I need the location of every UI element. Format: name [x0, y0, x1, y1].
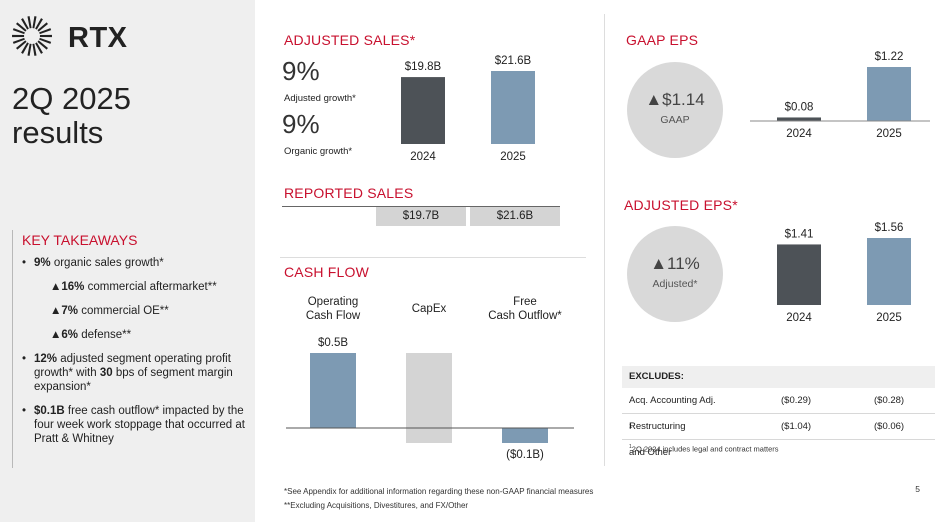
- bar-value-label: $19.8B: [405, 61, 442, 73]
- slide-title: 2Q 2025 results: [12, 81, 131, 150]
- adjusted-eps-title: ADJUSTED EPS*: [624, 197, 738, 213]
- bar-value-label: $1.41: [785, 228, 814, 240]
- bar-value-label: $21.6B: [495, 55, 532, 67]
- gaap-eps-title: GAAP EPS: [626, 32, 699, 48]
- reported-sales-line: [282, 206, 560, 207]
- cash-flow-value-label: ($0.1B): [506, 449, 544, 461]
- excludes-footnote: 12Q 2024 includes legal and contract mat…: [629, 444, 779, 454]
- footnote-non-gaap: *See Appendix for additional information…: [284, 487, 594, 496]
- burst-ray: [12, 34, 25, 38]
- excludes-row-label: Restructuring and Other 1: [629, 421, 686, 458]
- bar-2025: [491, 71, 535, 144]
- burst-ray: [39, 37, 52, 44]
- burst-ray: [35, 42, 43, 54]
- bar-2024: [401, 77, 445, 144]
- burst-ray: [32, 16, 37, 29]
- reported-sales-2024: $19.7B: [376, 207, 466, 226]
- year-label: 2025: [876, 128, 902, 140]
- burst-ray: [32, 43, 37, 56]
- burst-ray: [12, 28, 25, 35]
- bar-value-label: $1.22: [875, 51, 904, 63]
- burst-ray: [16, 40, 27, 50]
- bar-2025: [867, 67, 911, 121]
- excludes-title: EXCLUDES:: [622, 366, 935, 388]
- excludes-row-restructuring: Restructuring and Other 1 ($1.04) ($0.06): [622, 414, 935, 458]
- takeaway-sub-defense: ▲6% defense**: [50, 329, 132, 341]
- year-label: 2024: [786, 128, 812, 140]
- excludes-row-label: Acq. Accounting Adj.: [629, 395, 716, 406]
- cash-flow-bar: [502, 428, 548, 443]
- gaap-eps-circle-label: GAAP: [660, 114, 690, 126]
- cash-flow-category: Cash Flow: [306, 310, 361, 322]
- cash-flow-bar: [310, 353, 356, 428]
- takeaway-bullet-segment: 12% adjusted segment operating profit gr…: [22, 352, 247, 394]
- excludes-row-2024: ($1.04): [781, 421, 812, 432]
- cash-flow-value-label: $0.5B: [318, 337, 348, 349]
- burst-ray: [39, 34, 52, 38]
- adjusted-sales-title: ADJUSTED SALES*: [284, 32, 416, 48]
- logo-text: RTX: [68, 22, 128, 54]
- bar-value-label: $0.08: [785, 101, 814, 113]
- excludes-row-acq: Acq. Accounting Adj. ($0.29) ($0.28): [622, 388, 935, 414]
- gaap-eps-circle: ▲$1.14 GAAP: [627, 62, 723, 158]
- burst-ray: [35, 18, 43, 30]
- organic-growth-label: Organic growth*: [284, 146, 353, 157]
- cash-flow-bar: [406, 353, 452, 443]
- burst-ray: [16, 22, 27, 32]
- cash-flow-category: Cash Outflow*: [488, 310, 562, 322]
- burst-ray: [37, 22, 48, 32]
- horizontal-divider: [280, 257, 586, 258]
- burst-ray: [12, 37, 25, 44]
- bar-2024: [777, 117, 821, 121]
- adjusted-eps-circle-label: Adjusted*: [652, 278, 698, 290]
- takeaway-sub-oe: ▲7% commercial OE**: [50, 305, 169, 317]
- adjusted-eps-chart: $1.41 2024 $1.56 2025: [777, 222, 911, 324]
- rtx-burst-icon: [12, 16, 52, 56]
- takeaway-bullet-cash: $0.1B free cash outflow* impacted by the…: [22, 404, 247, 446]
- burst-ray: [37, 40, 48, 50]
- takeaway-bullet-organic: 9% organic sales growth*: [22, 256, 247, 270]
- excludes-table: EXCLUDES: Acq. Accounting Adj. ($0.29) (…: [622, 366, 935, 458]
- key-takeaways: KEY TAKEAWAYS 9% organic sales growth* ▲…: [12, 230, 247, 468]
- burst-ray: [27, 16, 32, 29]
- burst-ray: [39, 28, 52, 35]
- year-label: 2024: [410, 151, 436, 163]
- gaap-eps-chart: $0.08 2024 $1.22 2025: [750, 51, 930, 140]
- cash-flow-title: CASH FLOW: [284, 264, 370, 280]
- bar-value-label: $1.56: [875, 222, 904, 234]
- adjusted-growth-value: 9%: [282, 56, 320, 86]
- footnote-excluding: **Excluding Acquisitions, Divestitures, …: [284, 501, 469, 510]
- takeaways-title: KEY TAKEAWAYS: [22, 232, 138, 248]
- bar-2025: [867, 238, 911, 305]
- adjusted-sales-chart: $19.8B 2024 $21.6B 2025: [401, 55, 535, 163]
- adjusted-eps-circle: ▲11% Adjusted*: [627, 226, 723, 322]
- excludes-row-2025: ($0.06): [874, 421, 905, 432]
- takeaway-sub-aftermarket: ▲16% commercial aftermarket**: [50, 281, 217, 293]
- vertical-divider: [604, 14, 605, 466]
- bar-2024: [777, 244, 821, 305]
- burst-ray: [21, 18, 29, 30]
- rtx-logo: RTX: [10, 14, 130, 60]
- page-number: 5: [915, 484, 920, 494]
- gaap-eps-change: ▲$1.14: [645, 90, 705, 109]
- year-label: 2025: [500, 151, 526, 163]
- cash-flow-category: Free: [513, 296, 537, 308]
- reported-sales-title: REPORTED SALES: [284, 185, 414, 201]
- adjusted-eps-change: ▲11%: [650, 254, 700, 273]
- reported-sales-2025: $21.6B: [470, 207, 560, 226]
- cash-flow-category: CapEx: [412, 303, 447, 315]
- cash-flow-chart: Operating Cash Flow $0.5B CapEx Free Cash Out…: [286, 296, 574, 461]
- excludes-row-2025: ($0.28): [874, 395, 905, 406]
- organic-growth-value: 9%: [282, 109, 320, 139]
- cash-flow-category: Operating: [308, 296, 359, 308]
- excludes-row-2024: ($0.29): [781, 395, 812, 406]
- burst-ray: [27, 43, 32, 56]
- adjusted-growth-label: Adjusted growth*: [284, 93, 356, 104]
- left-panel: RTX 2Q 2025 results KEY TAKEAWAYS 9% org…: [0, 0, 255, 522]
- year-label: 2024: [786, 312, 812, 324]
- year-label: 2025: [876, 312, 902, 324]
- burst-ray: [21, 42, 29, 54]
